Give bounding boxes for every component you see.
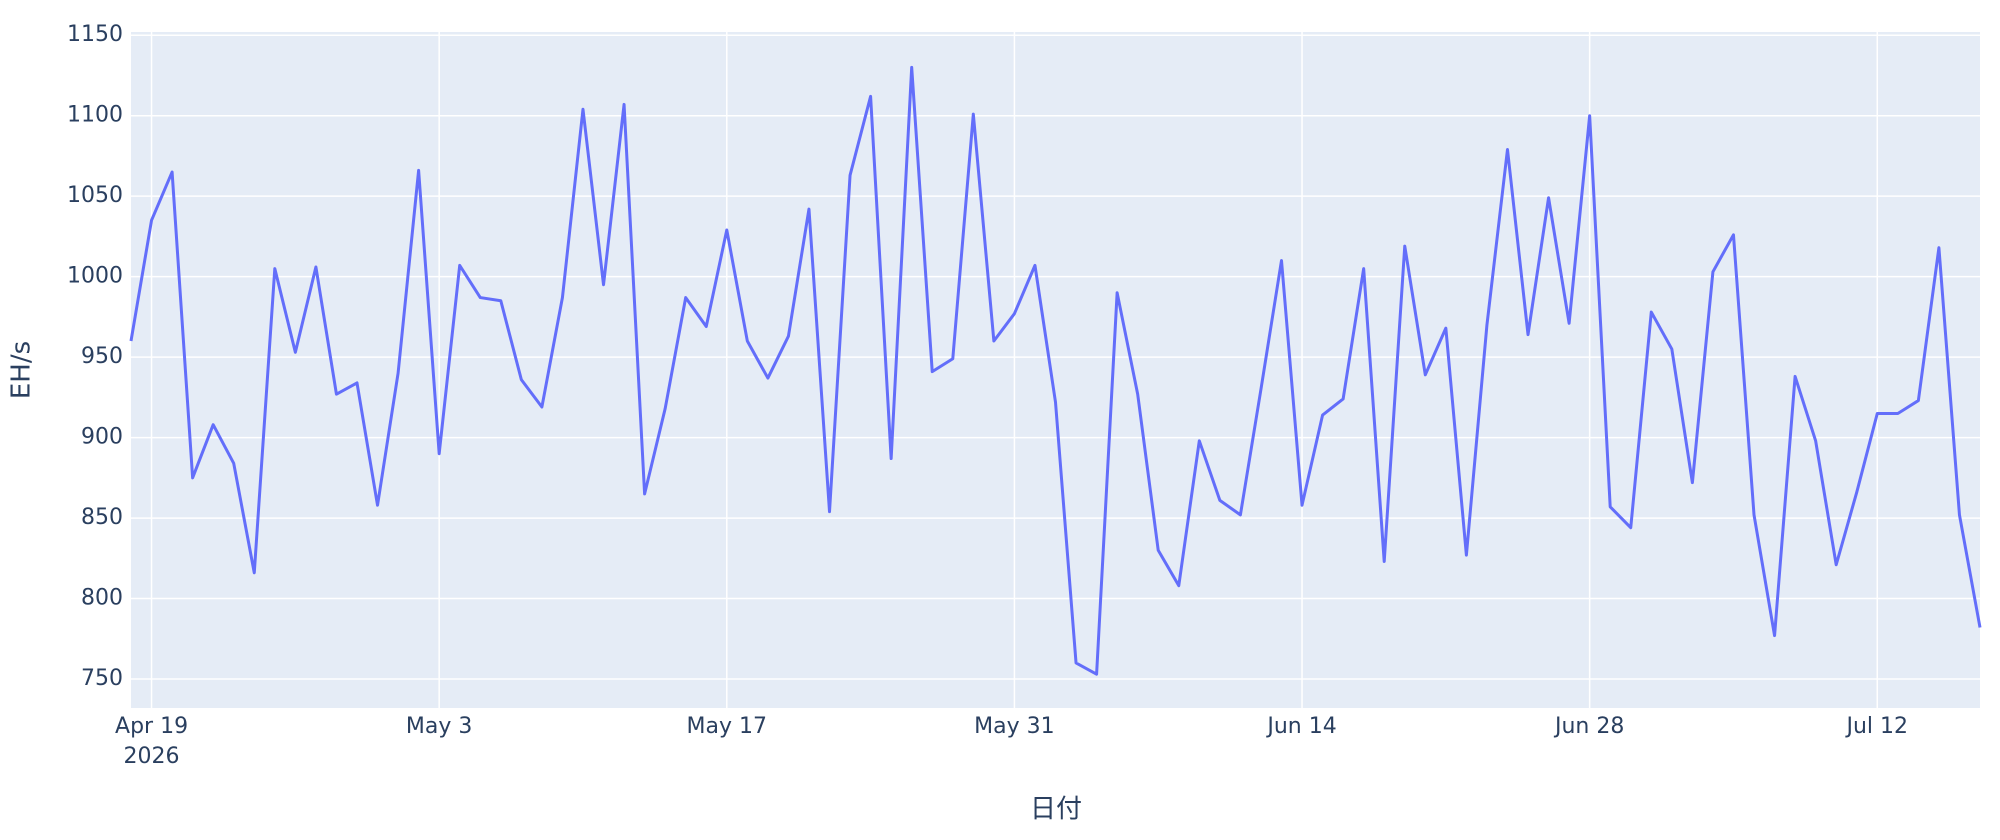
y-tick-label: 1050 [67, 183, 123, 208]
y-tick-label: 800 [81, 586, 123, 611]
y-tick-label: 1150 [67, 22, 123, 47]
y-tick-label: 1000 [67, 264, 123, 289]
y-axis-title: EH/s [7, 341, 37, 399]
x-tick-label: May 3 [406, 714, 472, 739]
x-tick-label: Jun 14 [1265, 714, 1336, 739]
x-tick-label: Apr 19 [115, 714, 188, 739]
x-tick-sublabel: 2026 [124, 744, 180, 769]
y-tick-label: 850 [81, 505, 123, 530]
y-tick-label: 750 [81, 666, 123, 691]
x-tick-label: May 17 [687, 714, 767, 739]
y-tick-label: 1100 [67, 103, 123, 128]
x-axis-title: 日付 [1030, 795, 1082, 825]
line-series [129, 65, 1982, 676]
x-tick-label: Jul 12 [1845, 714, 1909, 739]
y-tick-label: 900 [81, 425, 123, 450]
x-tick-label: May 31 [974, 714, 1054, 739]
y-tick-label: 950 [81, 344, 123, 369]
x-tick-label: Jun 28 [1553, 714, 1624, 739]
